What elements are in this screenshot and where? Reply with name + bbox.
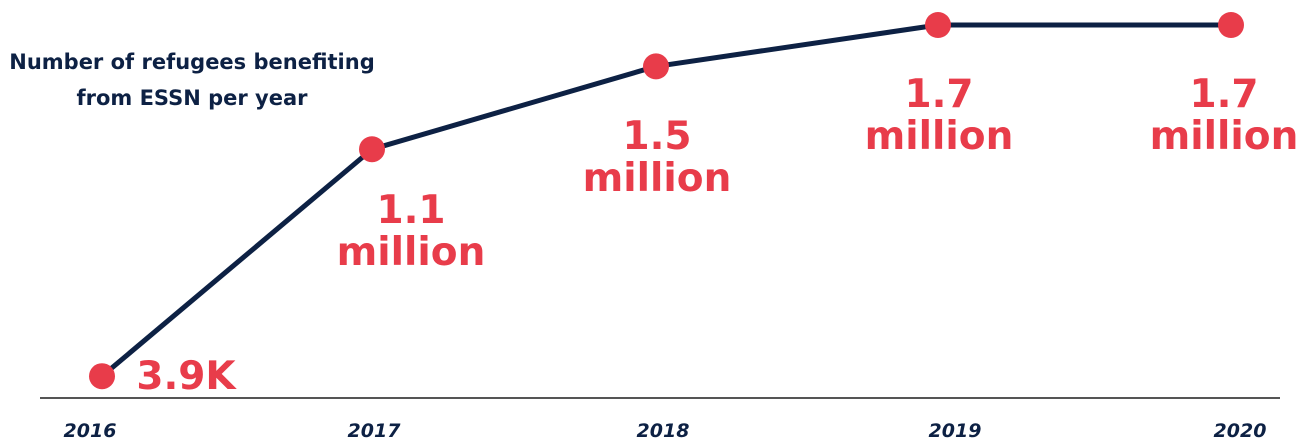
x-tick-label-2018: 2018: [636, 420, 690, 442]
x-tick-label-2017: 2017: [347, 420, 401, 442]
data-label-2020: 1.7 million: [1150, 74, 1299, 158]
x-tick-label-2019: 2019: [928, 420, 982, 442]
data-point-2019: [925, 12, 951, 38]
x-tick-label-2020: 2020: [1213, 420, 1267, 442]
data-label-line: million: [582, 156, 732, 201]
data-label-line: 3.9K: [136, 354, 236, 399]
data-label-line: million: [1149, 114, 1299, 159]
data-label-2018: 1.5 million: [583, 116, 732, 200]
chart-title: Number of refugees benefiting from ESSN …: [9, 50, 375, 110]
data-point-2017: [359, 136, 385, 163]
data-label-line: million: [336, 230, 486, 275]
data-label-2019: 1.7 million: [865, 74, 1014, 158]
data-label-line: 1.1: [376, 188, 446, 233]
data-label-line: 1.7: [904, 72, 974, 117]
x-tick-label-2016: 2016: [63, 420, 117, 442]
data-label-line: million: [864, 114, 1014, 159]
data-label-2016: 3.9K: [136, 356, 235, 398]
data-label-line: 1.5: [622, 114, 692, 159]
data-point-2018: [643, 53, 669, 80]
data-point-2020: [1218, 12, 1244, 38]
data-label-line: 1.7: [1189, 72, 1259, 117]
data-point-2016: [89, 363, 115, 390]
data-label-2017: 1.1 million: [337, 190, 486, 274]
